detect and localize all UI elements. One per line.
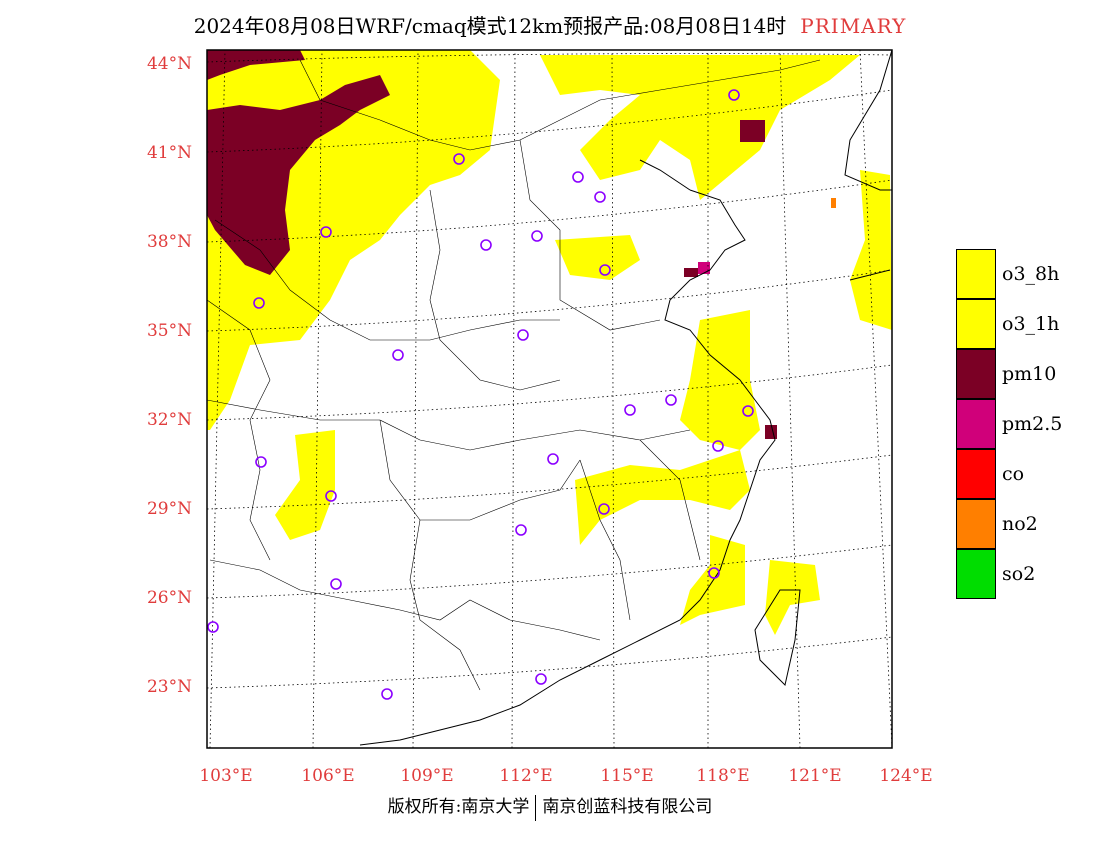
no2-patch-korea (831, 198, 836, 208)
pm10-patch-shanghai (765, 425, 777, 439)
pm10-region-northwest (207, 50, 305, 80)
o3-region-jiangsu (680, 310, 760, 450)
province-borders (206, 59, 821, 691)
pollutant-field (207, 50, 892, 635)
legend-item: pm2.5 (956, 399, 1076, 449)
city-marker (255, 456, 267, 468)
city-marker (547, 453, 559, 465)
city-marker (598, 503, 610, 515)
legend-swatch-co (956, 449, 996, 499)
lon-label: 103°E (199, 766, 253, 786)
pm25-patch-shandong (698, 262, 710, 274)
city-marker (712, 440, 724, 452)
legend-label: o3_1h (1002, 313, 1060, 335)
city-marker (253, 297, 265, 309)
legend-item: o3_1h (956, 299, 1076, 349)
coastline (359, 49, 893, 746)
city-marker (742, 405, 754, 417)
lat-label: 38°N (146, 232, 192, 252)
city-marker (517, 329, 529, 341)
lon-label: 115°E (600, 766, 654, 786)
copyright-left: 版权所有:南京大学 (387, 797, 530, 817)
city-marker (392, 349, 404, 361)
city-marker (325, 490, 337, 502)
city-marker (535, 673, 547, 685)
city-marker (594, 191, 606, 203)
legend-swatch-pm25 (956, 399, 996, 449)
city-marker (480, 239, 492, 251)
legend-label: co (1002, 463, 1025, 485)
lat-label: 35°N (146, 321, 192, 341)
city-marker (320, 226, 332, 238)
legend-label: so2 (1002, 563, 1036, 585)
lat-label: 23°N (146, 677, 192, 697)
map-frame (206, 49, 893, 749)
o3-region-taiwan (765, 560, 820, 635)
city-marker (531, 230, 543, 242)
copyright-right: 南京创蓝科技有限公司 (542, 797, 713, 817)
legend-item: no2 (956, 499, 1076, 549)
legend-swatch-pm10 (956, 349, 996, 399)
legend-label: pm2.5 (1002, 413, 1063, 435)
o3-region-fujian (680, 535, 745, 625)
lon-label: 118°E (696, 766, 750, 786)
city-marker (572, 171, 584, 183)
o3-region-hebei (555, 235, 640, 280)
legend-item: pm10 (956, 349, 1076, 399)
pm10-patch-shandong (684, 268, 698, 277)
title-text: 2024年08月08日WRF/cmaq模式12km预报产品:08月08日14时 (193, 14, 787, 38)
lat-label: 26°N (146, 588, 192, 608)
primary-tag: PRIMARY (800, 14, 907, 38)
graticule (206, 49, 893, 749)
legend-label: pm10 (1002, 363, 1057, 385)
lat-label: 29°N (146, 499, 192, 519)
pm10-region-inner-mongolia (207, 75, 390, 275)
map-title: 2024年08月08日WRF/cmaq模式12km预报产品:08月08日14时 P… (0, 10, 1100, 39)
lon-label: 121°E (788, 766, 842, 786)
city-marker (624, 404, 636, 416)
city-markers (207, 89, 754, 700)
lat-label: 32°N (146, 410, 192, 430)
lon-label: 109°E (400, 766, 454, 786)
pollutant-legend: o3_8h o3_1h pm10 pm2.5 co no2 so2 (956, 249, 1076, 599)
city-marker (708, 567, 720, 579)
city-marker (599, 264, 611, 276)
copyright-footer: 版权所有:南京大学 南京创蓝科技有限公司 (0, 792, 1100, 821)
lon-label: 124°E (879, 766, 933, 786)
legend-label: o3_8h (1002, 263, 1060, 285)
legend-swatch-no2 (956, 499, 996, 549)
city-marker (207, 621, 219, 633)
legend-item: o3_8h (956, 249, 1076, 299)
legend-swatch-o3-8h (956, 249, 996, 299)
city-marker (515, 524, 527, 536)
city-marker (665, 394, 677, 406)
lon-label: 106°E (301, 766, 355, 786)
legend-swatch-so2 (956, 549, 996, 599)
o3-region-northeast (540, 55, 860, 200)
legend-swatch-o3-1h (956, 299, 996, 349)
legend-item: so2 (956, 549, 1076, 599)
legend-item: co (956, 449, 1076, 499)
city-marker (330, 578, 342, 590)
o3-region-sichuan (275, 430, 335, 540)
pm10-patch-liaoning (740, 120, 765, 142)
o3-region-northeast-coast (850, 170, 892, 330)
legend-label: no2 (1002, 513, 1038, 535)
lat-label: 44°N (146, 54, 192, 74)
footer-divider (535, 794, 537, 821)
city-marker (381, 688, 393, 700)
o3-region-jiangxi (575, 450, 750, 545)
city-marker (453, 153, 465, 165)
lon-label: 112°E (499, 766, 553, 786)
city-marker (728, 89, 740, 101)
lat-label: 41°N (146, 143, 192, 163)
